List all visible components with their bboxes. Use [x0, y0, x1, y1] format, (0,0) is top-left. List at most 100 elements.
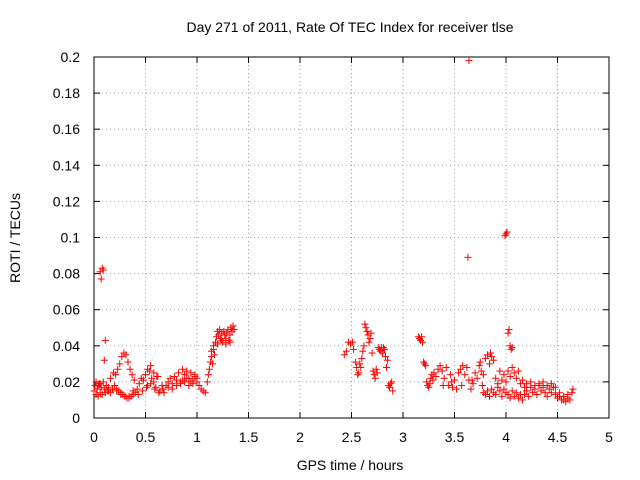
data-point	[564, 394, 572, 402]
data-point	[218, 336, 226, 344]
data-point	[98, 264, 106, 272]
x-tick-label: 3	[399, 429, 407, 445]
data-point	[99, 266, 107, 274]
data-point	[358, 354, 366, 362]
data-point	[378, 349, 386, 357]
data-point	[492, 374, 500, 382]
data-point	[181, 371, 189, 379]
data-point	[523, 387, 531, 395]
data-point	[388, 378, 396, 386]
data-point	[96, 268, 104, 276]
data-point	[547, 389, 555, 397]
data-point	[379, 344, 387, 352]
data-point	[481, 354, 489, 362]
data-point	[193, 374, 201, 382]
data-point	[518, 376, 526, 384]
data-point	[512, 389, 520, 397]
data-point	[349, 338, 357, 346]
data-point	[505, 326, 513, 334]
data-point	[531, 382, 539, 390]
data-point	[134, 391, 142, 399]
data-point	[109, 385, 117, 393]
data-point	[372, 365, 380, 373]
data-point	[126, 365, 134, 373]
data-point	[148, 374, 156, 382]
x-tick-label: 2.5	[342, 429, 362, 445]
y-axis-label: ROTI / TECUs	[7, 193, 23, 283]
data-point	[230, 326, 238, 334]
data-point	[420, 358, 428, 366]
data-point	[99, 378, 107, 386]
data-point	[357, 363, 365, 371]
data-point	[429, 376, 437, 384]
data-point	[369, 367, 377, 375]
data-point	[179, 365, 187, 373]
data-point	[122, 351, 130, 359]
data-point	[94, 392, 102, 400]
data-point	[487, 349, 495, 357]
data-point	[477, 367, 485, 375]
data-point	[144, 365, 152, 373]
data-point	[174, 369, 182, 377]
data-point	[476, 358, 484, 366]
data-point	[541, 389, 549, 397]
data-point	[506, 372, 514, 380]
data-point	[340, 351, 348, 359]
y-tick-label: 0.2	[61, 49, 81, 65]
data-point	[187, 378, 195, 386]
data-point	[383, 363, 391, 371]
x-tick-label: 0	[90, 429, 98, 445]
data-point	[101, 336, 109, 344]
data-point	[373, 369, 381, 377]
data-point	[525, 392, 533, 400]
y-tick-label: 0.14	[53, 157, 80, 173]
data-point	[483, 387, 491, 395]
data-point	[501, 232, 509, 240]
data-point	[367, 329, 375, 337]
data-point	[111, 382, 119, 390]
data-point	[500, 371, 508, 379]
data-point	[537, 387, 545, 395]
data-point	[467, 385, 475, 393]
data-point	[543, 392, 551, 400]
data-point	[465, 57, 473, 65]
data-point	[125, 392, 133, 400]
x-tick-label: 0.5	[136, 429, 156, 445]
data-point	[535, 380, 543, 388]
data-point	[215, 331, 223, 339]
data-point	[195, 382, 203, 390]
data-point	[152, 383, 160, 391]
y-tick-label: 0.04	[53, 338, 80, 354]
data-point	[170, 372, 178, 380]
data-point	[507, 345, 515, 353]
y-tick-label: 0.18	[53, 85, 80, 101]
data-point	[521, 383, 529, 391]
data-point	[471, 369, 479, 377]
data-point	[128, 371, 136, 379]
data-point	[150, 369, 158, 377]
data-point	[153, 372, 161, 380]
data-point	[479, 371, 487, 379]
data-point	[488, 353, 496, 361]
data-point	[118, 353, 126, 361]
y-tick-labels: 0 0.02 0.04 0.06 0.08 0.1 0.12 0.14 0.16 0.18 0.2	[53, 49, 80, 426]
data-point	[216, 326, 224, 334]
data-point	[545, 385, 553, 393]
data-point	[439, 382, 447, 390]
data-point	[139, 376, 147, 384]
y-tick-label: 0.1	[61, 230, 81, 246]
data-point	[155, 389, 163, 397]
data-point	[498, 392, 506, 400]
data-point	[365, 338, 373, 346]
y-tick-label: 0.06	[53, 302, 80, 318]
data-point	[106, 374, 114, 382]
data-point	[147, 380, 155, 388]
data-point	[350, 345, 358, 353]
data-point	[419, 338, 427, 346]
y-tick-label: 0.16	[53, 121, 80, 137]
data-point	[551, 391, 559, 399]
data-point	[451, 376, 458, 384]
data-point	[208, 360, 216, 368]
data-point	[179, 376, 187, 384]
data-point	[113, 387, 121, 395]
